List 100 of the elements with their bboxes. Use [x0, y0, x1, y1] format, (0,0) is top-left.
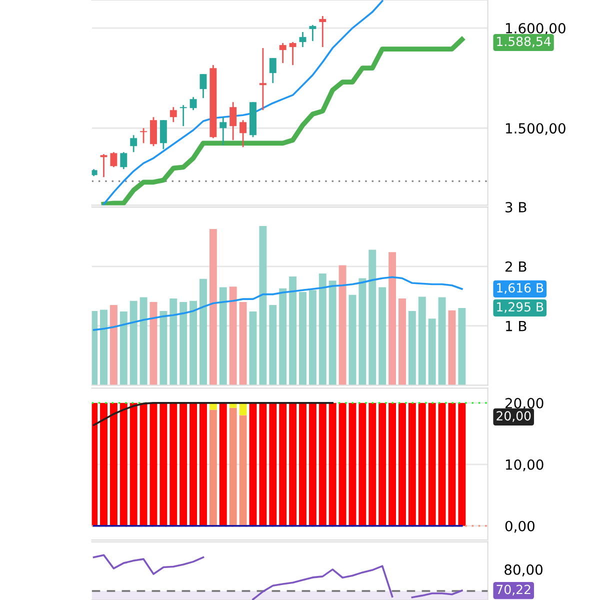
candlestick: [299, 31, 306, 48]
text: 1.588,54: [497, 36, 551, 48]
y-tick-label: 10,00: [506, 459, 544, 472]
text: 70,22: [496, 584, 530, 596]
bar: [428, 402, 436, 526]
bar: [358, 278, 366, 386]
bar: [150, 402, 158, 526]
candlestick: [279, 42, 286, 64]
candlestick: [120, 151, 128, 170]
candlestick: [140, 127, 148, 144]
candlestick: [100, 153, 108, 178]
bar: [308, 402, 316, 526]
text: 80,00: [504, 564, 542, 576]
bar: [110, 402, 118, 526]
bar: [428, 318, 436, 386]
bar: [398, 298, 406, 386]
bar: [130, 300, 138, 386]
bar: [299, 402, 306, 526]
candlestick: [269, 57, 276, 84]
candlestick: [309, 24, 316, 42]
bar: [388, 402, 396, 526]
y-tick-label: 3 B: [506, 202, 526, 212]
bar: [438, 402, 446, 526]
bar: [408, 310, 416, 386]
bar: [100, 402, 108, 526]
candlestick: [160, 119, 167, 150]
bar: [378, 287, 386, 386]
y-tick-label: 20,00: [505, 398, 544, 410]
bar: [289, 276, 297, 386]
bar: [140, 402, 148, 526]
y-tick-label: 0,00: [505, 520, 534, 533]
bar: [249, 402, 257, 526]
bar: [378, 402, 386, 526]
bar: [448, 310, 456, 386]
bar: [318, 274, 326, 386]
bar: [180, 402, 188, 526]
bar: [180, 302, 188, 386]
line-series: [92, 402, 334, 426]
bar: [92, 310, 98, 386]
bar: [338, 402, 346, 526]
candlestick: [240, 119, 247, 148]
bar: [110, 305, 118, 386]
line-series: [102, 0, 384, 206]
bar: [229, 286, 237, 386]
candlestick: [170, 106, 177, 123]
bar: [190, 300, 198, 386]
bar: [279, 402, 287, 526]
bar: [448, 402, 456, 526]
bar: [219, 402, 227, 526]
bar: [279, 288, 287, 386]
bar: [120, 402, 128, 526]
bar: [348, 294, 356, 386]
bar: [328, 402, 336, 526]
bar: [308, 290, 316, 386]
bar: [269, 305, 277, 386]
candlestick: [110, 151, 118, 168]
y-tick-label: 1.500,00: [506, 123, 566, 136]
bar: [140, 297, 148, 386]
bar: [388, 252, 396, 386]
y-tick-label: 1.600,00: [506, 22, 566, 35]
bar: [239, 402, 247, 416]
bar: [190, 402, 198, 526]
line-series: [101, 37, 464, 206]
bar: [318, 402, 326, 526]
y-tick-label: 2 B: [505, 261, 526, 272]
bar: [100, 310, 108, 386]
bar: [259, 402, 267, 526]
candlestick: [220, 116, 227, 146]
bar: [348, 402, 356, 526]
bar: [458, 308, 466, 386]
bar: [229, 408, 237, 526]
candlestick: [259, 47, 266, 111]
text: 1,295 B: [497, 302, 544, 313]
bar: [130, 402, 138, 526]
bar: [289, 402, 297, 526]
bar: [358, 402, 366, 526]
bar: [328, 280, 336, 386]
bar: [170, 402, 178, 526]
bar: [239, 415, 247, 526]
bar: [170, 298, 178, 386]
bar: [120, 312, 128, 386]
candlestick: [200, 73, 207, 99]
bar: [160, 402, 168, 526]
bar: [200, 402, 207, 526]
bar: [408, 402, 416, 526]
bar: [438, 297, 446, 386]
bar: [398, 402, 406, 526]
bar: [338, 265, 346, 386]
bar: [299, 292, 306, 386]
bar: [249, 312, 257, 386]
text: 1,616 B: [497, 283, 544, 294]
bar: [209, 410, 217, 526]
bar: [418, 296, 426, 386]
bar: [458, 402, 466, 526]
bar: [92, 402, 98, 526]
y-tick-label: 1 B: [506, 320, 526, 332]
bar: [219, 287, 227, 386]
line-series: [92, 276, 463, 331]
candlestick: [130, 134, 138, 153]
candlestick: [190, 96, 197, 111]
